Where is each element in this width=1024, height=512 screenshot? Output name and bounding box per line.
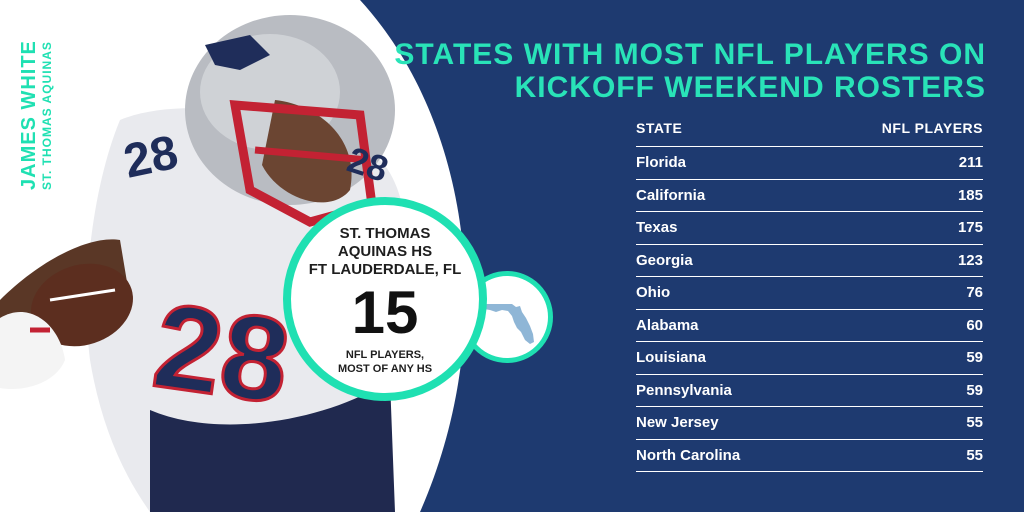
- callout-school-line1: ST. THOMAS: [339, 225, 431, 242]
- player-name-block: JAMES WHITE ST. THOMAS AQUINAS: [0, 0, 60, 512]
- states-table: STATE NFL PLAYERS Florida 211 California 1…: [636, 120, 983, 472]
- cell-players: 175: [957, 219, 983, 237]
- cell-state: Texas: [636, 219, 678, 237]
- callout-description: NFL PLAYERS, MOST OF ANY HS: [291, 348, 479, 376]
- cell-players: 185: [957, 186, 983, 204]
- cell-players: 123: [957, 251, 983, 269]
- table-row: Texas 175: [636, 212, 983, 245]
- callout-school-line2: AQUINAS HS: [337, 243, 433, 260]
- cell-state: New Jersey: [636, 414, 719, 432]
- table-row: Alabama 60: [636, 310, 983, 342]
- callout-location: FT LAUDERDALE, FL: [308, 261, 462, 278]
- cell-state: Alabama: [636, 316, 699, 334]
- table-row: Ohio 76: [636, 277, 983, 310]
- page-title: STATES WITH MOST NFL PLAYERS ON KICKOFF …: [394, 38, 986, 104]
- header-state: STATE: [636, 120, 683, 136]
- cell-players: 55: [966, 446, 983, 464]
- florida-icon: [480, 304, 534, 344]
- school-callout: ST. THOMAS AQUINAS HS FT LAUDERDALE, FL …: [283, 197, 487, 401]
- cell-state: Ohio: [636, 284, 671, 302]
- header-nfl-players: NFL PLAYERS: [881, 120, 983, 136]
- cell-players: 211: [958, 154, 983, 172]
- cell-state: Louisiana: [636, 349, 707, 367]
- svg-text:28: 28: [146, 278, 297, 429]
- table-row: Georgia 123: [636, 245, 983, 277]
- player-name: JAMES WHITE: [18, 40, 40, 190]
- cell-state: California: [636, 186, 706, 204]
- callout-count: 15: [351, 279, 419, 346]
- cell-players: 59: [966, 349, 983, 367]
- cell-state: North Carolina: [636, 446, 741, 464]
- callout-school: ST. THOMAS AQUINAS HS FT LAUDERDALE, FL: [291, 225, 479, 279]
- table-row: North Carolina 55: [636, 440, 983, 472]
- table-row: California 185: [636, 180, 983, 212]
- cell-state: Pennsylvania: [636, 381, 732, 399]
- table-row: New Jersey 55: [636, 407, 983, 440]
- table-row: Florida 211: [636, 147, 983, 180]
- table-row: Louisiana 59: [636, 342, 983, 375]
- table-row: Pennsylvania 59: [636, 375, 983, 407]
- callout-desc-line1: NFL PLAYERS,: [345, 349, 425, 361]
- svg-text:28: 28: [119, 126, 182, 189]
- cell-state: Florida: [636, 154, 687, 172]
- callout-desc-line2: MOST OF ANY HS: [337, 363, 433, 375]
- table-header: STATE NFL PLAYERS: [636, 120, 983, 147]
- cell-players: 76: [966, 284, 983, 302]
- cell-players: 59: [966, 381, 983, 399]
- cell-players: 55: [966, 414, 983, 432]
- cell-state: Georgia: [636, 251, 693, 269]
- cell-players: 60: [966, 316, 983, 334]
- player-school: ST. THOMAS AQUINAS: [40, 41, 54, 190]
